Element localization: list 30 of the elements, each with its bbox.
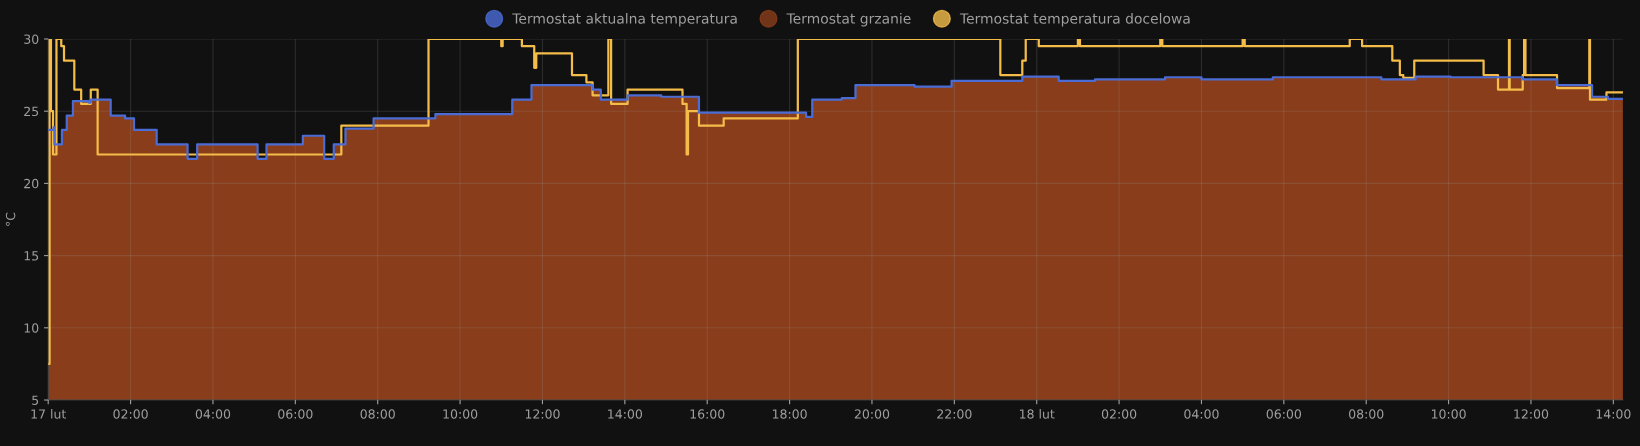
x-tick-label: 08:00 (360, 409, 395, 419)
x-tick-label: 14:00 (608, 409, 643, 419)
y-tick-label: 25 (24, 106, 39, 117)
x-tick-label: 22:00 (937, 409, 972, 419)
y-tick-label: 30 (24, 34, 39, 44)
x-tick-label: 10:00 (1431, 409, 1466, 419)
x-tick-label: 06:00 (1266, 409, 1302, 419)
x-tick-label: 08:00 (1349, 409, 1384, 419)
x-tick-label: 18:00 (772, 409, 807, 419)
x-tick-label: 20:00 (854, 409, 890, 419)
y-tick-label: 10 (24, 323, 39, 333)
legend-label: Termostat aktualna temperatura (512, 13, 737, 27)
x-tick-label: 12:00 (1514, 409, 1549, 419)
x-tick-label: 06:00 (278, 409, 313, 419)
x-tick-label: 04:00 (195, 409, 231, 419)
x-tick-label: 14:00 (1596, 409, 1631, 419)
legend-label: Termostat grzanie (786, 13, 911, 27)
x-tick-label: 04:00 (1184, 409, 1219, 419)
legend-label: Termostat temperatura docelowa (959, 13, 1190, 27)
x-tick-label: 16:00 (690, 409, 725, 419)
y-tick-label: 20 (24, 178, 39, 189)
x-tick-label: 17 lut (31, 409, 67, 419)
x-tick-label: 18 lut (1020, 409, 1055, 419)
x-tick-label: 10:00 (443, 409, 478, 419)
x-tick-label: 12:00 (525, 409, 560, 419)
y-tick-label: 5 (32, 395, 39, 405)
x-tick-label: 02:00 (1101, 409, 1137, 419)
y-axis-title: °C (5, 212, 16, 226)
x-tick-label: 02:00 (113, 409, 148, 419)
y-tick-label: 15 (24, 251, 39, 261)
